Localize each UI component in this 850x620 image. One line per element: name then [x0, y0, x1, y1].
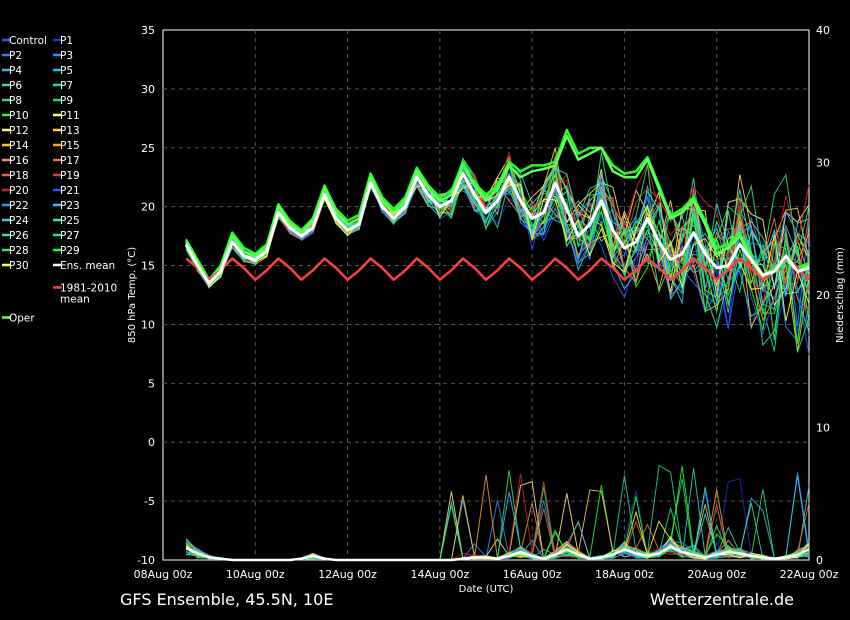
y-tick-label: -5 [144, 495, 155, 508]
legend-entry: P13 [60, 125, 80, 137]
legend-entry: P10 [9, 110, 29, 122]
legend-entry: P5 [60, 65, 73, 77]
legend-entry: Ens. mean [60, 260, 115, 272]
member-line [185, 166, 810, 356]
y-tick-label: 5 [148, 377, 155, 390]
x-tick-label: 20Aug 00z [687, 568, 746, 581]
x-tick-label: 14Aug 00z [410, 568, 469, 581]
y2-tick-label: 10 [816, 422, 830, 435]
x-tick-label: 22Aug 00z [780, 568, 839, 581]
legend-entry: P3 [60, 50, 73, 62]
y-tick-label: 35 [141, 24, 155, 37]
legend-entry: P9 [60, 95, 73, 107]
legend-entry: P30 [9, 260, 29, 272]
x-axis-label: Date (UTC) [459, 584, 514, 595]
legend-entry: P6 [9, 80, 22, 92]
y2-tick-label: 20 [816, 289, 830, 302]
legend-entry: P19 [60, 170, 80, 182]
y-tick-label: -10 [137, 554, 155, 567]
legend-entry: P7 [60, 80, 73, 92]
series-line [185, 134, 810, 285]
x-tick-label: 16Aug 00z [503, 568, 562, 581]
y2-tick-label: 0 [816, 554, 823, 567]
legend-entry: P4 [9, 65, 22, 77]
legend-entry: Control [9, 35, 47, 47]
series-line [184, 172, 810, 285]
legend-entry: P8 [9, 95, 22, 107]
legend-entry: P12 [9, 125, 29, 137]
y-axis-ticks: -10 -5 0 5 10 15 20 25 30 35 [137, 24, 155, 567]
legend-entry: P16 [9, 155, 29, 167]
y-tick-label: 0 [148, 436, 155, 449]
legend-entry: P1 [60, 35, 73, 47]
footer-source: GFS Ensemble, 45.5N, 10E [120, 590, 333, 609]
legend-entry: P14 [9, 140, 29, 152]
legend-entry: P17 [60, 155, 80, 167]
legend-entry: 1981-2010 mean [60, 283, 117, 306]
x-tick-label: 12Aug 00z [318, 568, 377, 581]
y2-axis-label: Niederschlag (mm) [835, 247, 846, 343]
series-line [185, 128, 810, 281]
legend-entry: P23 [60, 200, 80, 212]
y-axis-label: 850 hPa Temp. (°C) [127, 247, 138, 343]
legend-entry: Oper [9, 313, 35, 325]
legend-entry: P15 [60, 140, 80, 152]
precipitation-lines [185, 464, 810, 562]
x-tick-label: 10Aug 00z [226, 568, 285, 581]
y2-tick-label: 40 [816, 24, 830, 37]
precip-mean-line [185, 545, 810, 562]
legend: Control P1 P2 P3 P4 P5 P6 P7 P8 P9 P10 P11 P12 P13 P14… [2, 35, 117, 325]
legend-entry: P28 [9, 245, 29, 257]
legend-entry: P29 [60, 245, 80, 257]
x-tick-label: 18Aug 00z [595, 568, 654, 581]
member-line [185, 173, 810, 307]
y-tick-label: 20 [141, 201, 155, 214]
y-tick-label: 30 [141, 83, 155, 96]
legend-entry: P11 [60, 110, 80, 122]
y-tick-label: 10 [141, 318, 155, 331]
chart-title: Brescia (IT) 850 hPa Temp. & Niederschla… [160, 3, 712, 22]
footer-site: Wetterzentrale.de [650, 590, 794, 609]
legend-entry: P26 [9, 230, 29, 242]
legend-entry: P18 [9, 170, 29, 182]
legend-entry: P21 [60, 185, 80, 197]
y-tick-label: 25 [141, 142, 155, 155]
legend-entry: P20 [9, 185, 29, 197]
y2-axis-ticks: 0 10 20 30 40 [816, 24, 830, 567]
series-lines [184, 128, 810, 285]
x-tick-label: 08Aug 00z [134, 568, 193, 581]
series-line [185, 257, 810, 281]
legend-entry: P2 [9, 50, 22, 62]
y-tick-label: 15 [141, 260, 155, 273]
legend-entry: P22 [9, 200, 29, 212]
legend-entry: P27 [60, 230, 80, 242]
legend-entry: P25 [60, 215, 80, 227]
legend-entry: P24 [9, 215, 29, 227]
x-axis-ticks: 08Aug 00z 10Aug 00z 12Aug 00z 14Aug 00z 16Au… [134, 568, 839, 581]
y2-tick-label: 30 [816, 157, 830, 170]
